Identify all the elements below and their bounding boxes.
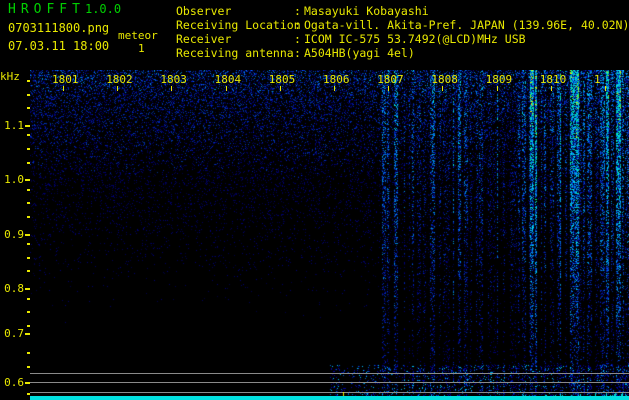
header-panel: HROFFT1.0.0 0703111800.png 07.03.11 18:0… [0,0,629,68]
x-tick-label: 1802 [106,73,133,86]
y-axis-unit: kHz [0,70,20,83]
y-tick-minor [27,107,30,109]
y-tick-minor [27,270,30,272]
x-tick-label: 1805 [268,73,296,86]
x-tick-label: 1 [594,73,601,86]
y-tick-major [25,288,30,290]
x-tick-mark [496,86,498,91]
metadata-row: Receiving antenna: A504HB(yagi 4el) [176,46,629,60]
metadata-key: Receiving antenna [176,46,294,60]
y-tick-minor [27,134,30,136]
metadata-key: Receiving Location [176,18,301,32]
x-tick-label: 1808 [431,73,458,86]
app-title: HROFFT1.0.0 [8,2,121,17]
y-tick-label: 0.9 [4,228,24,241]
y-tick-minor [27,94,30,96]
y-tick-minor [27,148,30,150]
x-tick-mark [334,86,335,91]
metadata-value: ICOM IC-575 53.7492(@LCD)MHz USB [304,32,526,46]
x-tick-mark [63,86,64,91]
spectrogram-canvas [30,70,629,400]
y-tick-minor [27,325,30,327]
metadata-value: Masayuki Kobayashi [304,4,429,18]
x-tick-label: 1804 [214,73,242,86]
x-tick-label: 1807 [377,73,404,86]
y-tick-major [25,333,30,335]
y-tick-major [25,179,30,181]
y-tick-minor [27,189,30,191]
baseline-line [30,382,629,383]
y-tick-minor [27,311,30,313]
spectrogram-plot[interactable] [30,70,629,400]
waveform-baseline [30,396,629,400]
metadata-key: Observer [176,4,232,18]
metadata-row: Receiving Location: Ogata-vill. Akita-Pre… [176,18,629,32]
y-tick-label: 1.1 [4,119,24,132]
x-tick-mark [605,86,606,91]
x-tick-mark [279,86,281,91]
y-tick-label: 0.6 [4,376,24,389]
y-tick-major [25,234,30,236]
y-tick-minor [27,80,30,82]
y-tick-minor [27,393,30,395]
y-tick-minor [27,366,30,368]
meteor-label: meteor [118,29,158,42]
x-tick-mark [171,86,173,91]
x-tick-mark [442,86,444,91]
y-tick-major [25,382,30,384]
y-tick-major [25,125,30,127]
x-tick-mark [117,86,119,91]
x-tick-label: 1806 [323,73,350,86]
app-version: 1.0.0 [84,2,122,16]
x-tick-label: 1803 [160,73,187,86]
metadata-value: Ogata-vill. Akita-Pref. JAPAN (139.96E, … [304,18,629,32]
y-tick-label: 0.8 [4,282,24,295]
x-tick-label: 1801 [52,73,79,86]
x-tick-label: 1810 [539,73,567,86]
x-tick-label: 1809 [485,73,513,86]
x-tick-mark [225,86,227,91]
y-tick-minor [27,298,30,300]
metadata-key: Receiver [176,32,232,46]
y-tick-label: 0.7 [4,327,24,340]
y-tick-minor [27,352,30,354]
metadata-block: Observer: Masayuki Kobayashi Receiving Lo… [176,4,629,60]
x-tick-mark [388,86,390,91]
metadata-sep: : [294,32,301,46]
x-tick-mark [550,86,552,91]
metadata-sep: : [294,18,301,32]
y-tick-minor [27,243,30,245]
metadata-row: Receiver: ICOM IC-575 53.7492(@LCD)MHz US… [176,32,629,46]
filename-label: 0703111800.png [8,21,110,35]
y-tick-label: 1.0 [4,173,24,186]
meteor-count: 1 [138,42,145,55]
metadata-value: A504HB(yagi 4el) [304,46,415,60]
y-tick-minor [27,202,30,204]
app-name: HROFFT [8,2,85,17]
y-tick-minor [27,257,30,259]
y-tick-minor [27,162,30,164]
y-tick-minor [27,216,30,218]
metadata-sep: : [294,4,301,18]
baseline-line [30,373,629,374]
metadata-row: Observer: Masayuki Kobayashi [176,4,629,18]
datetime-label: 07.03.11 18:00 [8,39,110,53]
metadata-sep: : [294,46,301,60]
